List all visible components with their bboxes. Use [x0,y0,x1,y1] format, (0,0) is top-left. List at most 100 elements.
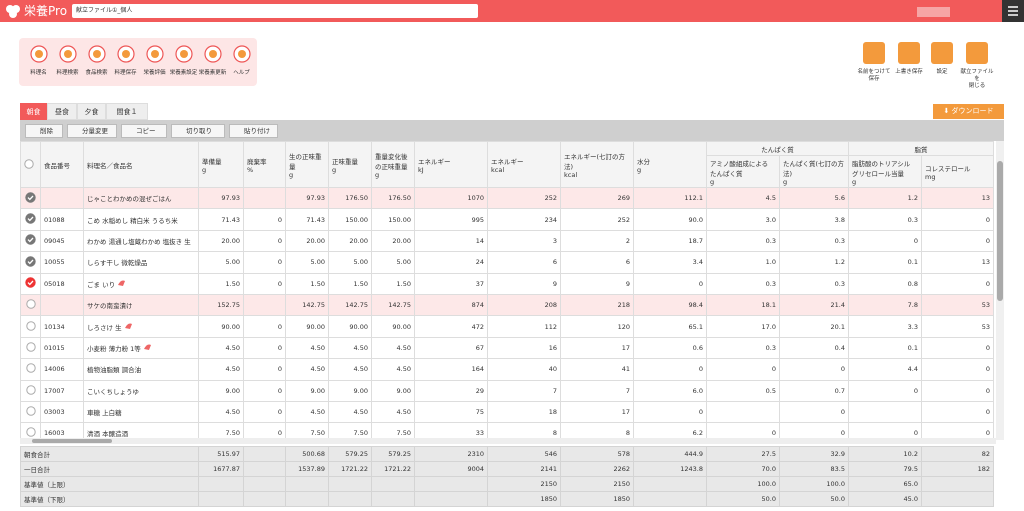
cell: 90.00 [371,315,415,338]
cell: 18.1 [706,293,780,317]
cell: 1.50 [328,272,372,295]
cell: 0 [921,422,994,440]
column-header: たんぱく質(七訂の方 法) g [779,155,849,188]
button-band: 削除 分量変更 コピー 切り取り 貼り付け [20,120,1004,141]
row-checkbox[interactable] [20,187,41,210]
cell: 0 [243,315,286,338]
cell: 3 [487,229,561,253]
vertical-scrollbar[interactable] [996,141,1004,440]
cell: 01088 [40,208,84,231]
row-checkbox[interactable] [20,251,41,274]
table-header: 食品番号 料理名／食品名 準備量 g 廃棄率 % 生の正味重 量 g 正味重量 g 重量変化… [20,141,994,188]
table-row: 03003 車糖 上白糖 4.50 0 4.50 4.50 4.50 75 18 17 0 0 0 [20,400,994,424]
total-cell [414,491,488,507]
download-button[interactable]: ⬇ ダウンロード [933,104,1004,119]
cell: 71.43 [198,208,244,231]
row-checkbox[interactable] [20,358,41,381]
food-icon [143,344,151,350]
action-button[interactable]: 献立ファイルを 閉じる [960,42,994,90]
action-button[interactable]: 設定 [925,42,959,76]
tool-button[interactable]: ヘルプ [227,45,256,76]
cell: 0.3 [779,272,849,295]
row-checkbox[interactable] [20,229,41,253]
toolbar-button[interactable]: 分量変更 [67,124,117,138]
total-cell [921,491,994,507]
action-icon [931,42,953,64]
total-cell: 2141 [487,461,561,477]
tab[interactable]: 昼食 [47,103,77,120]
menu-button[interactable] [1002,0,1024,22]
row-checkbox[interactable] [20,422,41,440]
cell: 90.00 [198,315,244,338]
action-label: 献立ファイルを 閉じる [960,69,994,89]
cell: 20.00 [328,229,372,253]
cell: 472 [414,315,488,338]
cell: 176.50 [371,187,415,210]
total-cell [328,476,372,492]
header-group-row: 食品番号 料理名／食品名 準備量 g 廃棄率 % 生の正味重 量 g 正味重量 g 重量変化… [20,141,994,188]
cell: 4.50 [371,358,415,381]
cell: 17 [560,336,634,360]
row-checkbox[interactable] [20,272,41,295]
table-row: 01015 小麦粉 薄力粉 1等 4.50 0 4.50 4.50 4.50 67 16 17 0… [20,336,994,360]
cell: こめ 水稲めし 精白米 うるち米 [83,208,199,231]
total-cell: 70.0 [706,461,780,477]
cell: 20.00 [285,229,329,253]
row-checkbox[interactable] [20,293,41,317]
horizontal-scrollbar[interactable] [20,438,996,444]
row-checkbox[interactable] [20,400,41,424]
toolbar-button[interactable]: 貼り付け [229,124,278,138]
cell: 9 [560,272,634,295]
cell: 4.50 [198,400,244,424]
tool-button[interactable]: 栄養素設定 [169,45,198,76]
cell: 97.93 [198,187,244,210]
tool-button[interactable]: 食品検索 [82,45,111,76]
toolbar-button[interactable]: 切り取り [171,124,225,138]
cell: 0.3 [706,336,780,360]
user-box[interactable] [917,7,950,17]
tool-button[interactable]: 料理保存 [111,45,140,76]
cell: 9.00 [371,379,415,402]
cell: 10055 [40,251,84,274]
cell: サケの南蛮漬け [83,293,199,317]
cell: 7 [560,379,634,402]
table-row: 10055 しらす干し 微乾燥品 5.00 0 5.00 5.00 5.00 24 6 6 3.4 1… [20,251,994,274]
tool-button[interactable]: 料理名 [24,45,53,76]
cell: 1.50 [371,272,415,295]
action-icon [898,42,920,64]
action-button[interactable]: 名前をつけて 保存 [857,42,891,83]
cell: 142.75 [328,293,372,317]
action-icon [863,42,885,64]
tab[interactable]: 夕食 [77,103,106,120]
cell: 24 [414,251,488,274]
total-cell: 27.5 [706,446,780,462]
select-all[interactable] [20,141,41,188]
tool-button[interactable]: 料理検索 [53,45,82,76]
row-checkbox[interactable] [20,379,41,402]
cell: 20.00 [198,229,244,253]
cell: 1.0 [706,251,780,274]
cell: 4.50 [371,400,415,424]
total-cell: 1721.22 [371,461,415,477]
table-body: じゃことわかめの混ぜごはん 97.93 97.93 176.50 176.50 1070 2… [20,187,994,440]
action-button[interactable]: 上書き保存 [892,42,926,76]
tab[interactable]: 朝食 [20,103,47,120]
row-checkbox[interactable] [20,336,41,360]
cell: 90.00 [328,315,372,338]
row-checkbox[interactable] [20,315,41,338]
cell: 03003 [40,400,84,424]
toolbar-button[interactable]: 削除 [25,124,63,138]
total-cell: 1677.87 [198,461,244,477]
cell: 9 [487,272,561,295]
row-checkbox[interactable] [20,208,41,231]
column-header: エネルギー kcal [487,141,561,188]
toolbar-button[interactable]: コピー [121,124,167,138]
tool-button[interactable]: 栄養素更新 [198,45,227,76]
file-input[interactable]: 献立ファイル①_個人 [72,4,478,18]
cell: 4.50 [328,358,372,381]
action-label: 上書き保存 [895,69,923,75]
cell: 5.00 [285,251,329,274]
tab[interactable]: 間食１ [106,103,148,120]
cell: 0.4 [779,336,849,360]
tool-button[interactable]: 栄養評価 [140,45,169,76]
